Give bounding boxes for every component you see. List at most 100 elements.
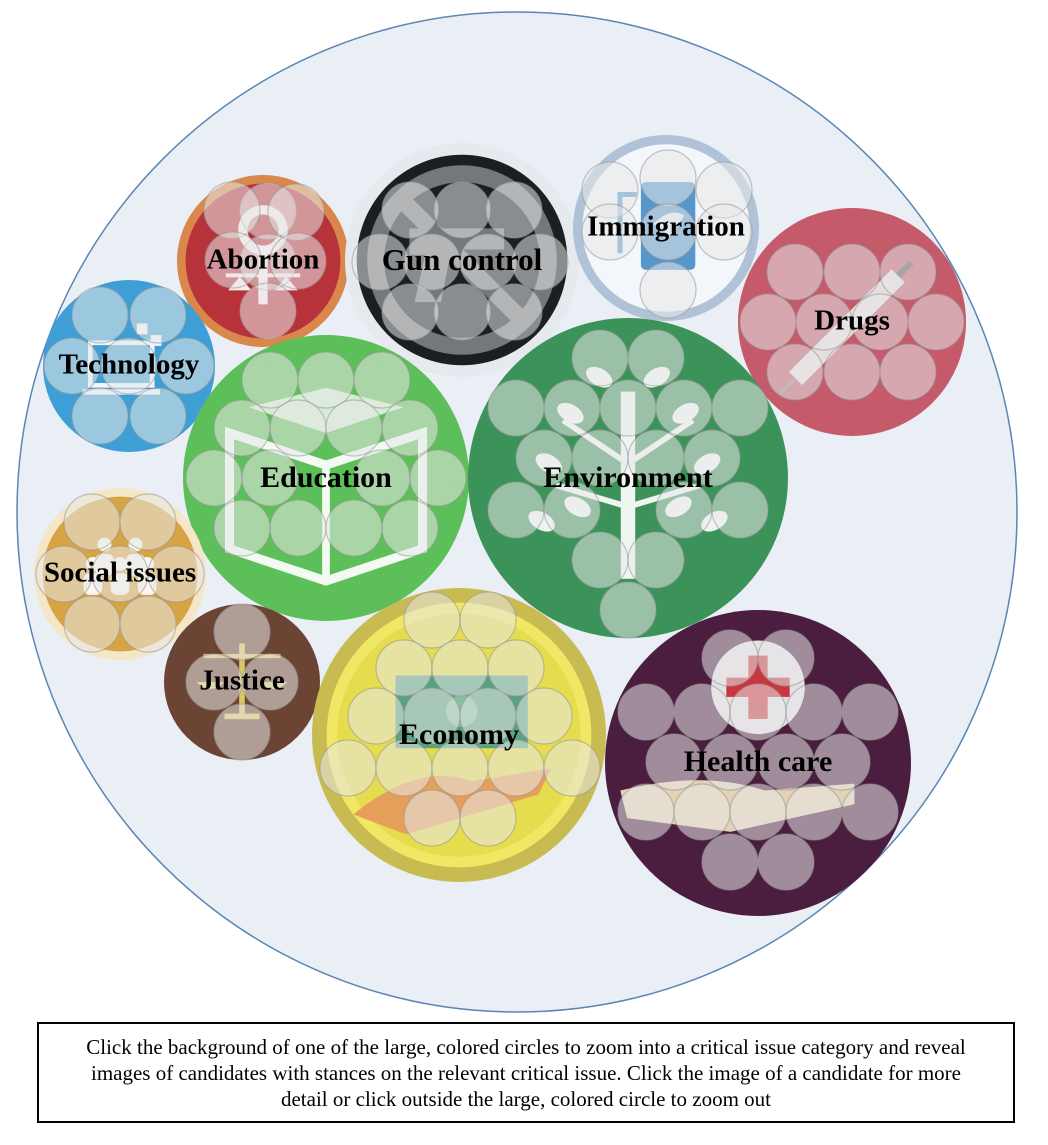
issue-circle-social-issues[interactable]: Social issues	[34, 488, 206, 660]
candidate-bubble[interactable]	[639, 261, 697, 319]
candidate-bubble[interactable]	[571, 531, 629, 589]
candidate-bubble[interactable]	[71, 387, 129, 445]
candidate-bubble[interactable]	[617, 783, 675, 841]
candidate-bubble[interactable]	[627, 329, 685, 387]
candidate-bubble[interactable]	[71, 286, 129, 344]
candidate-bubble[interactable]	[701, 629, 759, 687]
candidate-bubble[interactable]	[157, 337, 215, 395]
candidate-bubble[interactable]	[729, 783, 787, 841]
issue-circle-justice[interactable]: Justice	[164, 603, 320, 761]
candidate-bubble[interactable]	[879, 343, 937, 401]
candidate-bubble[interactable]	[571, 329, 629, 387]
candidate-bubble[interactable]	[63, 595, 121, 653]
candidate-bubble[interactable]	[785, 783, 843, 841]
candidate-bubble[interactable]	[431, 639, 489, 697]
candidate-bubble[interactable]	[433, 283, 491, 341]
candidate-bubble[interactable]	[129, 387, 187, 445]
candidate-bubble[interactable]	[185, 449, 243, 507]
candidate-bubble[interactable]	[757, 833, 815, 891]
candidate-bubble[interactable]	[381, 499, 439, 557]
issue-circle-technology[interactable]: Technology	[43, 280, 215, 452]
issue-circle-environment[interactable]: Environment	[468, 318, 788, 639]
candidate-bubble[interactable]	[119, 493, 177, 551]
issue-circle-drugs[interactable]: Drugs	[738, 208, 966, 436]
candidate-bubble[interactable]	[269, 499, 327, 557]
candidate-bubble[interactable]	[267, 183, 325, 241]
candidate-bubble[interactable]	[683, 429, 741, 487]
candidate-bubble[interactable]	[627, 531, 685, 589]
candidate-bubble[interactable]	[241, 449, 299, 507]
candidate-bubble[interactable]	[739, 293, 797, 351]
candidate-bubble[interactable]	[766, 243, 824, 301]
candidate-bubble[interactable]	[757, 629, 815, 687]
issue-circle-immigration[interactable]: Immigration	[573, 135, 759, 321]
candidate-bubble[interactable]	[485, 181, 543, 239]
candidate-bubble[interactable]	[515, 687, 573, 745]
candidate-bubble[interactable]	[639, 149, 697, 207]
candidate-bubble[interactable]	[325, 499, 383, 557]
candidate-bubble[interactable]	[325, 399, 383, 457]
candidate-bubble[interactable]	[381, 181, 439, 239]
candidate-bubble[interactable]	[599, 581, 657, 639]
candidate-bubble[interactable]	[241, 351, 299, 409]
candidate-bubble[interactable]	[617, 683, 675, 741]
candidate-bubble[interactable]	[129, 286, 187, 344]
candidate-bubble[interactable]	[203, 181, 261, 239]
candidate-bubble[interactable]	[297, 351, 355, 409]
candidate-bubble[interactable]	[43, 337, 101, 395]
candidate-bubble[interactable]	[403, 591, 461, 649]
candidate-bubble[interactable]	[673, 783, 731, 841]
candidate-bubble[interactable]	[841, 783, 899, 841]
candidate-bubble[interactable]	[459, 591, 517, 649]
candidate-bubble[interactable]	[319, 739, 377, 797]
candidate-bubble[interactable]	[879, 243, 937, 301]
candidate-bubble[interactable]	[213, 703, 271, 761]
candidate-bubble[interactable]	[213, 499, 271, 557]
candidate-bubble[interactable]	[213, 399, 271, 457]
candidate-bubble[interactable]	[581, 203, 639, 261]
candidate-bubble[interactable]	[100, 337, 158, 395]
candidate-bubble[interactable]	[841, 683, 899, 741]
candidate-bubble[interactable]	[204, 231, 262, 289]
candidate-bubble[interactable]	[381, 399, 439, 457]
candidate-bubble[interactable]	[543, 379, 601, 437]
candidate-bubble[interactable]	[459, 789, 517, 847]
candidate-bubble[interactable]	[673, 683, 731, 741]
candidate-bubble[interactable]	[409, 449, 467, 507]
candidate-bubble[interactable]	[403, 789, 461, 847]
issue-circle-education[interactable]: Education	[183, 335, 469, 621]
candidate-bubble[interactable]	[63, 493, 121, 551]
candidate-bubble[interactable]	[599, 379, 657, 437]
candidate-bubble[interactable]	[353, 351, 411, 409]
candidate-bubble[interactable]	[269, 399, 327, 457]
candidate-bubble[interactable]	[823, 343, 881, 401]
candidate-bubble[interactable]	[213, 603, 271, 661]
candidate-bubble[interactable]	[347, 687, 405, 745]
candidate-bubble[interactable]	[511, 233, 569, 291]
candidate-bubble[interactable]	[119, 595, 177, 653]
candidate-bubble[interactable]	[729, 683, 787, 741]
candidate-bubble[interactable]	[543, 739, 601, 797]
candidate-bubble[interactable]	[269, 232, 327, 290]
candidate-bubble[interactable]	[241, 653, 299, 711]
candidate-bubble[interactable]	[487, 481, 545, 539]
candidate-bubble[interactable]	[485, 283, 543, 341]
candidate-bubble[interactable]	[766, 343, 824, 401]
issue-bubble-chart[interactable]: Abortion Gun control Immigration Drugs Techn…	[0, 0, 1048, 1020]
issue-circle-economy[interactable]: Economy	[312, 588, 606, 882]
candidate-bubble[interactable]	[381, 283, 439, 341]
candidate-bubble[interactable]	[655, 379, 713, 437]
candidate-bubble[interactable]	[487, 379, 545, 437]
candidate-bubble[interactable]	[375, 639, 433, 697]
candidate-bubble[interactable]	[711, 481, 769, 539]
issue-circle-gun-control[interactable]: Gun control	[345, 143, 579, 377]
issue-circle-health-care[interactable]: Health care	[605, 610, 911, 916]
candidate-bubble[interactable]	[711, 379, 769, 437]
candidate-bubble[interactable]	[823, 243, 881, 301]
candidate-bubble[interactable]	[907, 293, 965, 351]
candidate-bubble[interactable]	[433, 181, 491, 239]
candidate-bubble[interactable]	[701, 833, 759, 891]
candidate-bubble[interactable]	[147, 545, 205, 603]
candidate-bubble[interactable]	[785, 683, 843, 741]
issue-circle-abortion[interactable]: Abortion	[177, 175, 349, 347]
